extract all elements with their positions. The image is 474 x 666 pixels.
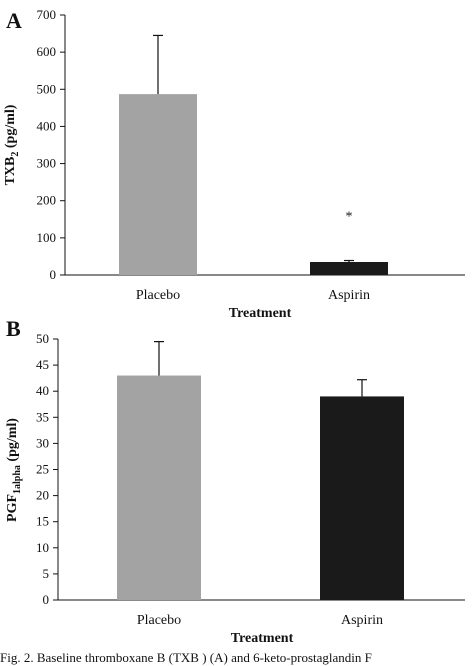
y-axis-title-b: PGF1alpha (pg/ml) <box>5 418 23 522</box>
figure-caption: Fig. 2. Baseline thromboxane B (TXB ) (A… <box>0 650 372 665</box>
y-tick-label-b-0: 0 <box>43 592 50 607</box>
y-ticks-a: 0 100 200 300 400 500 600 700 <box>37 7 65 282</box>
bars-a: * <box>119 34 388 275</box>
y-tick-label-b-1: 5 <box>43 566 50 581</box>
panel-label-b: B <box>6 316 21 341</box>
category-label-b-aspirin: Aspirin <box>341 613 383 628</box>
bar-b-placebo <box>117 375 201 600</box>
bar-a-placebo <box>119 94 197 275</box>
y-axis-title-main-b: PGF <box>5 494 20 522</box>
y-tick-label-a-3: 300 <box>37 156 57 171</box>
category-label-b-placebo: Placebo <box>137 613 181 628</box>
y-tick-label-b-8: 40 <box>36 383 49 398</box>
significance-marker-a-aspirin: * <box>346 210 353 225</box>
category-labels-b: Placebo Aspirin <box>137 613 383 628</box>
x-axis-title-a: Treatment <box>229 306 292 321</box>
y-tick-label-b-2: 10 <box>36 540 49 555</box>
y-tick-label-a-7: 700 <box>37 7 57 22</box>
y-tick-label-b-7: 35 <box>36 409 49 424</box>
y-tick-label-a-5: 500 <box>37 81 57 96</box>
y-ticks-b: 0 5 10 15 20 25 30 35 40 45 50 <box>36 331 58 607</box>
category-labels-a: Placebo Aspirin <box>136 288 370 303</box>
y-tick-label-a-4: 400 <box>37 118 57 133</box>
y-tick-label-b-10: 50 <box>36 331 49 346</box>
category-label-a-aspirin: Aspirin <box>328 288 370 303</box>
y-tick-label-b-9: 45 <box>36 357 49 372</box>
y-tick-label-a-6: 600 <box>37 44 57 59</box>
y-tick-label-a-0: 0 <box>50 267 57 282</box>
y-tick-label-a-2: 200 <box>37 193 57 208</box>
bars-b <box>117 341 404 600</box>
y-tick-label-b-6: 30 <box>36 435 49 450</box>
x-axis-title-b: Treatment <box>231 631 294 646</box>
y-axis-title-unit-a: (pg/ml) <box>3 104 18 151</box>
y-axis-title-sub-b: 1alpha <box>12 465 23 494</box>
y-tick-label-a-1: 100 <box>37 230 57 245</box>
panel-label-a: A <box>6 8 22 33</box>
y-axis-title-main-a: TXB <box>3 157 18 186</box>
bar-b-aspirin <box>320 396 404 600</box>
y-tick-label-b-3: 15 <box>36 514 49 529</box>
y-tick-label-b-5: 25 <box>36 462 49 477</box>
chart-panel-a: A 0 100 200 300 400 500 600 700 * Placebo Aspiri… <box>3 7 465 321</box>
y-axis-title-unit-b: (pg/ml) <box>5 418 20 465</box>
y-axis-title-a: TXB2 (pg/ml) <box>3 104 21 185</box>
category-label-a-placebo: Placebo <box>136 288 180 303</box>
chart-panel-b: B 0 5 10 15 20 25 30 35 40 45 50 Placebo Aspirin Tr… <box>5 316 465 646</box>
y-tick-label-b-4: 20 <box>36 488 49 503</box>
bar-a-aspirin <box>310 262 388 275</box>
y-axis-title-sub-a: 2 <box>10 152 21 157</box>
